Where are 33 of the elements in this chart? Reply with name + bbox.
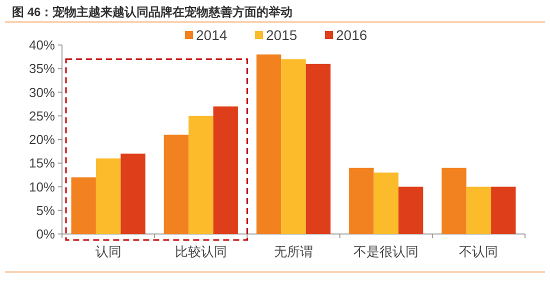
bar — [374, 172, 398, 234]
y-tick-label: 30% — [28, 84, 56, 100]
chart-title: 图 46：宠物主越来越认同品牌在宠物慈善方面的举动 — [12, 5, 293, 19]
x-tick-label: 无所谓 — [274, 244, 313, 259]
bar — [466, 186, 492, 234]
bar — [164, 134, 189, 234]
bar — [71, 177, 96, 234]
y-tick-label: 20% — [28, 132, 56, 147]
y-tick-label: 15% — [28, 156, 56, 171]
x-tick-label: 不认同 — [459, 244, 498, 259]
y-tick-label: 35% — [28, 61, 56, 76]
x-tick-label: 不是很认同 — [354, 244, 419, 259]
bar — [349, 168, 374, 234]
bar — [491, 186, 516, 234]
legend-label: 2016 — [336, 27, 368, 43]
legend-label: 2014 — [196, 27, 228, 43]
bar — [96, 158, 121, 234]
bar — [281, 59, 306, 234]
y-tick-label: 40% — [28, 38, 56, 52]
bar — [188, 116, 214, 234]
y-tick-label: 5% — [36, 202, 56, 218]
x-tick-label: 认同 — [95, 244, 122, 259]
bar — [306, 64, 331, 234]
bar — [213, 106, 238, 234]
y-tick-label: 10% — [28, 179, 56, 194]
y-tick-label: 25% — [28, 108, 56, 124]
bar — [256, 54, 282, 234]
bar — [442, 168, 466, 234]
bar — [398, 186, 424, 234]
legend-label: 2015 — [266, 27, 298, 43]
y-tick-label: 0% — [36, 226, 56, 242]
x-tick-label: 比较认同 — [174, 244, 227, 259]
bar — [120, 154, 146, 234]
